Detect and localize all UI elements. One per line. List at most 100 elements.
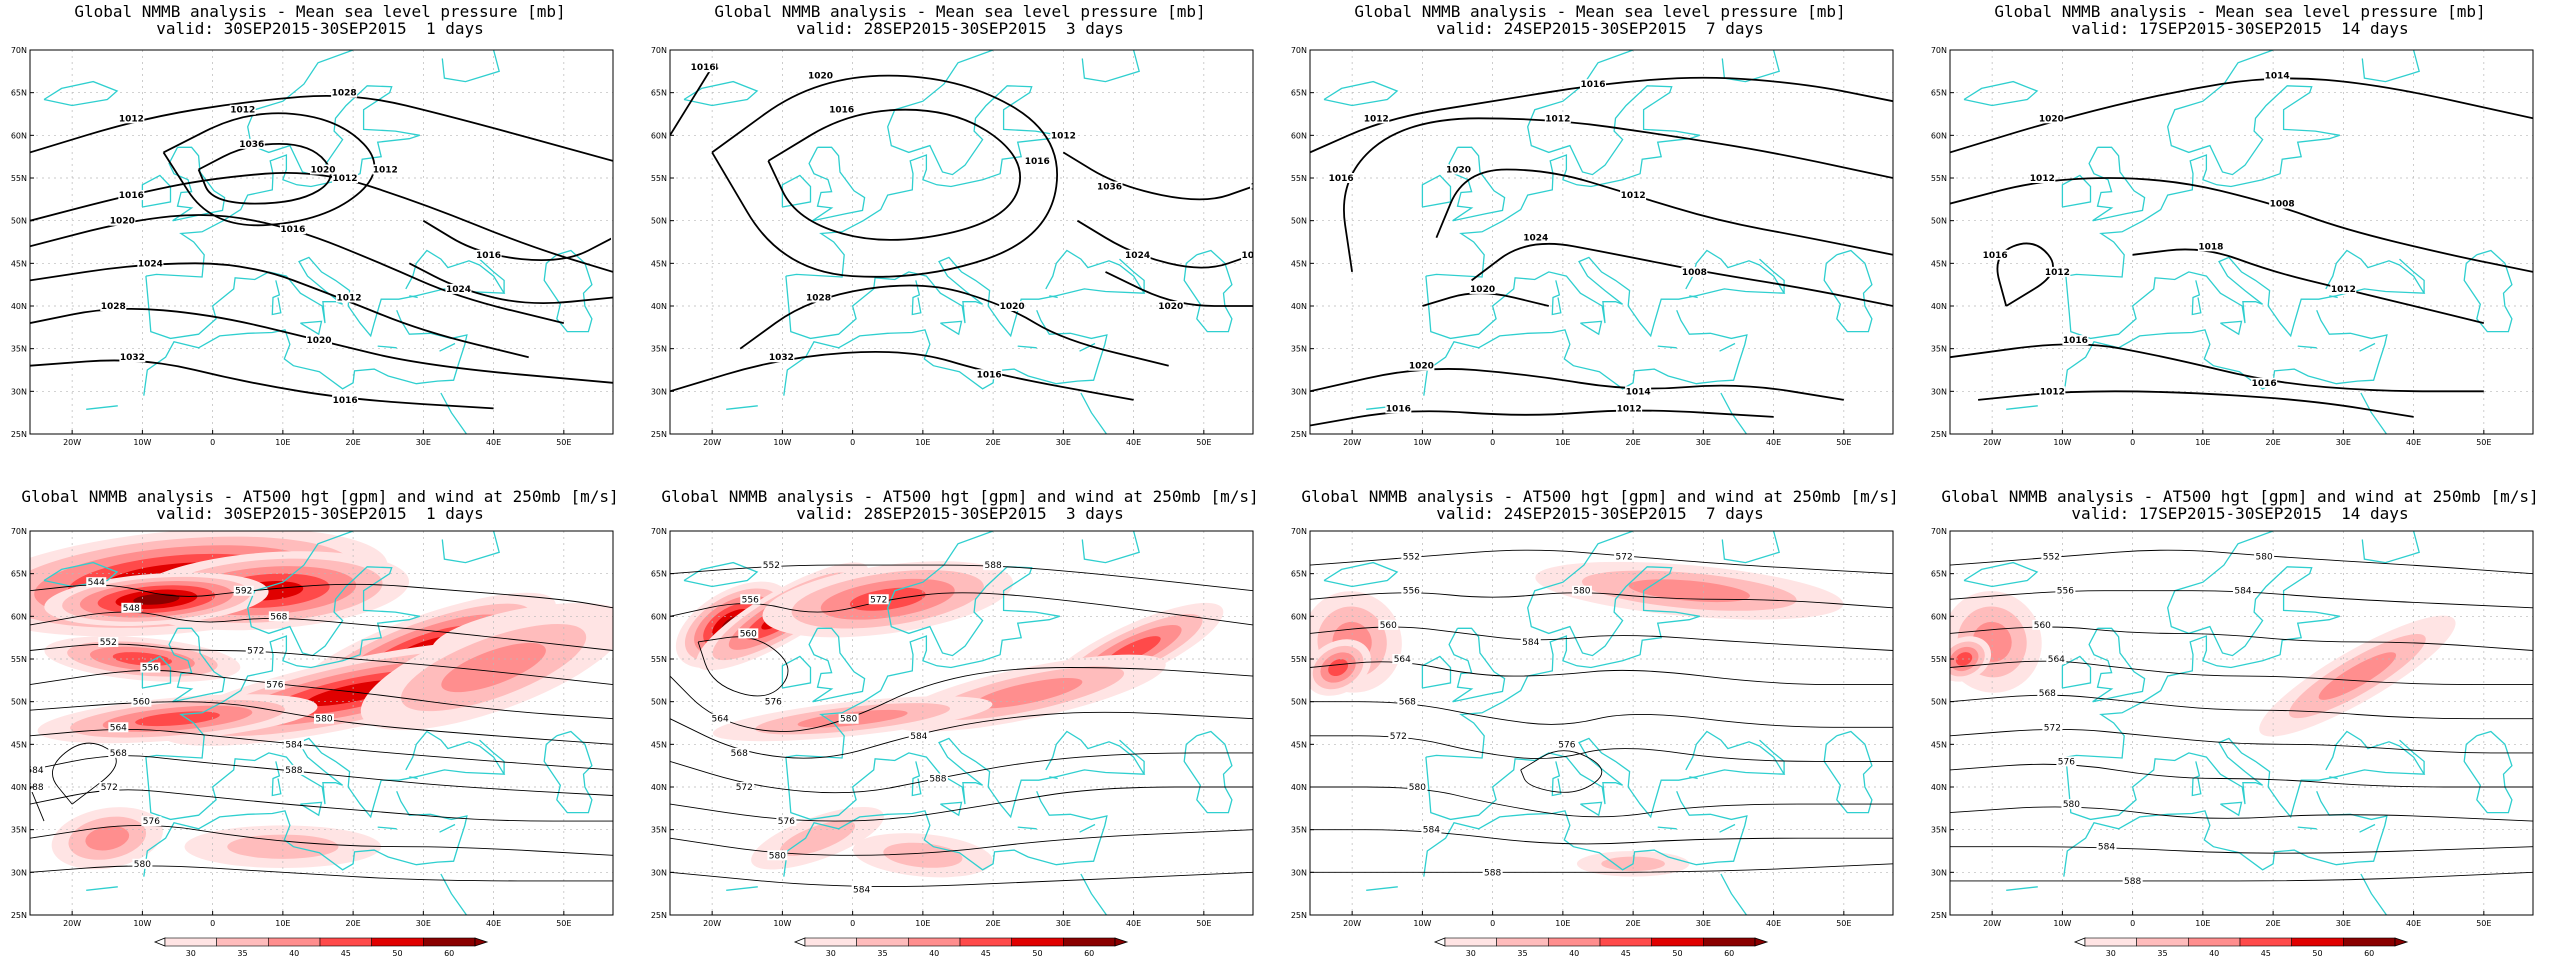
coastline — [2191, 280, 2202, 316]
contour-label-bg — [1571, 585, 1592, 596]
contour-label: 588 — [985, 561, 1002, 571]
coastline — [543, 249, 593, 333]
contour-label: 580 — [2256, 553, 2273, 563]
colorbar-arrow-right — [474, 937, 489, 947]
coastline — [1823, 730, 1873, 814]
contour-label: 1032 — [120, 353, 145, 363]
panel-subtitle: valid: 28SEP2015-30SEP2015 3 days — [796, 19, 1124, 38]
lat-tick-label: 45N — [11, 259, 27, 268]
contour-label-bg — [283, 739, 304, 750]
contour-label-bg — [1614, 551, 1635, 562]
lat-tick-label: 65N — [11, 89, 27, 98]
contour-label-bg — [1616, 403, 1643, 414]
lon-tick-label: 10E — [915, 438, 930, 447]
contour-label-bg — [690, 62, 717, 73]
coastline — [1079, 342, 1096, 352]
contour-label-bg — [776, 816, 797, 827]
isoline — [30, 669, 613, 720]
contour-label: 1016 — [476, 251, 501, 261]
contour-label-bg — [2264, 70, 2291, 81]
coastline — [1689, 776, 1698, 780]
colorbar-tick-label: 35 — [2157, 949, 2167, 958]
contour-label: 588 — [2124, 877, 2141, 887]
contour-label-bg — [132, 858, 153, 869]
contour-label: 1012 — [333, 174, 358, 184]
contour-label: 576 — [266, 681, 283, 691]
lat-tick-label: 45N — [651, 259, 667, 268]
contour-label: 584 — [1423, 826, 1440, 836]
coastline — [911, 761, 922, 797]
contour-label: 556 — [2057, 587, 2074, 597]
contour-label-bg — [2041, 551, 2062, 562]
isoline — [739, 284, 1169, 367]
wind-shade — [1328, 659, 1349, 677]
contour-label: 556 — [1403, 587, 1420, 597]
isoline — [30, 307, 613, 384]
contour-label: 1020 — [1158, 302, 1183, 312]
z500-panel-7days: Global NMMB analysis - AT500 hgt [gpm] a… — [1280, 480, 1920, 960]
coastline — [1081, 531, 1140, 564]
isoline — [30, 359, 494, 410]
coastline — [781, 655, 812, 689]
contour-label: 1028 — [332, 89, 357, 99]
panel-title: Global NMMB analysis - AT500 hgt [gpm] a… — [21, 487, 619, 506]
coastline — [2359, 342, 2376, 352]
contour-label: 576 — [2058, 757, 2075, 767]
coastline — [1657, 826, 1677, 830]
contour-label-bg — [1363, 113, 1390, 124]
lat-tick-label: 30N — [651, 387, 667, 396]
lon-tick-label: 20W — [1343, 919, 1361, 928]
lon-tick-label: 20E — [345, 919, 360, 928]
isoline — [1520, 750, 1603, 793]
coastline — [441, 50, 500, 83]
isoline — [1978, 390, 2414, 418]
lat-tick-label: 60N — [651, 131, 667, 140]
contour-label: 1020 — [310, 165, 335, 175]
contour-label-bg — [1625, 386, 1652, 397]
isoline — [1950, 846, 2533, 854]
wind-colorbar: 30 35 40 45 50 60 — [153, 937, 489, 958]
colorbar-arrow-right — [1114, 937, 1129, 947]
colorbar-segment — [1496, 937, 1549, 947]
map-content: 552 556 560 564 568 572 576 580 584 588 572 580 584 — [1310, 531, 1893, 915]
lon-tick-label: 0 — [1490, 919, 1495, 928]
lon-tick-label: 50E — [1836, 438, 1851, 447]
contour-label: 576 — [143, 817, 160, 827]
contour-label: 1012 — [2040, 387, 2065, 397]
contour-label: 1032 — [769, 353, 794, 363]
contour-label: 1036 — [239, 140, 264, 150]
lon-tick-label: 10E — [915, 919, 930, 928]
lon-tick-label: 0 — [850, 438, 855, 447]
isoline — [670, 66, 713, 136]
lon-tick-label: 20W — [703, 438, 721, 447]
contour-label: 1020 — [1409, 362, 1434, 372]
contour-label: 588 — [285, 766, 302, 776]
lat-tick-label: 30N — [1291, 387, 1307, 396]
colorbar-tick-label: 60 — [444, 949, 454, 958]
coastline — [377, 345, 397, 349]
coastline — [479, 739, 505, 775]
coastline — [377, 826, 397, 830]
colorbar-tick-label: 40 — [289, 949, 299, 958]
contour-label: 1012 — [2030, 174, 2055, 184]
colorbar-segment — [1599, 937, 1652, 947]
wind-shade — [133, 593, 180, 605]
contour-label: 576 — [1558, 740, 1575, 750]
contour-label: 584 — [26, 766, 43, 776]
contour-label-bg — [2037, 688, 2058, 699]
map-content: 1016102010241028103210361024102010161012… — [670, 50, 1253, 434]
isoline — [1310, 701, 1893, 728]
contour-label-bg — [1385, 403, 1412, 414]
lon-tick-label: 20W — [703, 919, 721, 928]
coastline — [683, 80, 759, 107]
wind-shade — [85, 825, 130, 851]
panel-title: Global NMMB analysis - AT500 hgt [gpm] a… — [1941, 487, 2539, 506]
coastline — [2061, 655, 2092, 689]
contour-label: 584 — [2098, 843, 2115, 853]
contour-label-bg — [1401, 551, 1422, 562]
contour-label: 1016 — [119, 191, 144, 201]
coastline — [911, 280, 922, 316]
isoline — [1950, 177, 2533, 273]
coastline — [1119, 739, 1145, 775]
lat-tick-label: 50N — [11, 217, 27, 226]
